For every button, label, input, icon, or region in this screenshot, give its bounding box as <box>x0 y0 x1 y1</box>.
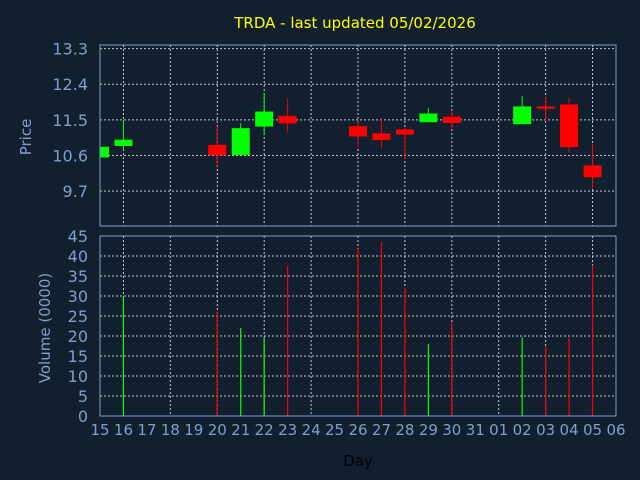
volume-tick-label: 35 <box>68 267 88 286</box>
x-tick-label: 25 <box>325 421 344 439</box>
x-tick-label: 30 <box>442 421 461 439</box>
volume-tick-label: 0 <box>78 407 88 426</box>
candle-16 <box>114 120 133 150</box>
candle-04 <box>560 98 579 153</box>
x-tick-label: 03 <box>536 421 555 439</box>
volume-tick-label: 40 <box>68 247 88 266</box>
candle-body <box>349 126 367 137</box>
x-tick-label: 26 <box>348 421 367 439</box>
candle-27 <box>372 117 391 148</box>
price-tick-label: 13.3 <box>52 40 88 59</box>
volume-tick-label: 25 <box>68 307 88 326</box>
candle-body <box>255 111 274 127</box>
x-tick-label: 02 <box>513 421 532 439</box>
candle-23 <box>278 98 297 133</box>
x-tick-label: 17 <box>137 421 156 439</box>
candle-body <box>114 139 133 146</box>
candle-body <box>208 144 227 156</box>
candle-20 <box>208 126 227 167</box>
candle-body <box>100 146 109 158</box>
x-tick-label: 27 <box>372 421 391 439</box>
volume-tick-label: 5 <box>78 387 88 406</box>
candle-03 <box>536 96 555 122</box>
volume-axis-label: Volume (0000) <box>36 273 54 383</box>
price-axis-label: Price <box>17 119 35 156</box>
volume-tick-label: 20 <box>68 327 88 346</box>
x-tick-label: 24 <box>302 421 321 439</box>
candle-body <box>372 133 391 141</box>
candle-26 <box>349 121 367 148</box>
candle-05 <box>583 143 602 189</box>
price-tick-label: 12.4 <box>52 75 88 94</box>
x-tick-label: 19 <box>184 421 203 439</box>
candle-body <box>513 106 532 125</box>
price-tick-label: 9.7 <box>63 182 88 201</box>
x-tick-label: 01 <box>489 421 508 439</box>
candle-22 <box>255 92 274 135</box>
x-tick-label: 22 <box>255 421 274 439</box>
price-panel-frame <box>99 44 617 227</box>
volume-panel-frame <box>99 235 617 417</box>
price-tick-label: 10.6 <box>52 147 88 166</box>
x-tick-label: 21 <box>231 421 250 439</box>
candle-body <box>442 116 461 124</box>
candle-21 <box>231 123 250 156</box>
candle-30 <box>442 110 461 130</box>
x-tick-label: 29 <box>419 421 438 439</box>
x-tick-label: 23 <box>278 421 297 439</box>
candle-body <box>231 128 250 156</box>
x-tick-label: 28 <box>395 421 414 439</box>
candle-02 <box>513 96 532 125</box>
candle-15 <box>99 146 109 158</box>
candle-body <box>583 165 602 178</box>
candle-body <box>395 129 414 135</box>
candle-body <box>536 106 555 109</box>
candle-body <box>560 104 579 148</box>
x-axis-label: Day <box>343 452 373 470</box>
volume-tick-label: 30 <box>68 287 88 306</box>
candle-body <box>278 115 297 124</box>
x-tick-label: 15 <box>90 421 109 439</box>
x-tick-label: 18 <box>161 421 180 439</box>
candle-body <box>419 113 438 123</box>
x-tick-label: 04 <box>560 421 579 439</box>
x-tick-label: 31 <box>466 421 485 439</box>
marks <box>99 92 602 416</box>
price-tick-label: 11.5 <box>52 111 88 130</box>
volume-tick-label: 10 <box>68 367 88 386</box>
x-tick-label: 16 <box>114 421 133 439</box>
chart-title: TRDA - last updated 05/02/2026 <box>233 14 476 32</box>
candle-28 <box>395 127 414 160</box>
x-tick-label: 06 <box>606 421 625 439</box>
candle-29 <box>419 107 438 123</box>
x-tick-label: 05 <box>583 421 602 439</box>
volume-tick-label: 15 <box>68 347 88 366</box>
volume-tick-label: 45 <box>68 227 88 246</box>
x-tick-label: 20 <box>208 421 227 439</box>
